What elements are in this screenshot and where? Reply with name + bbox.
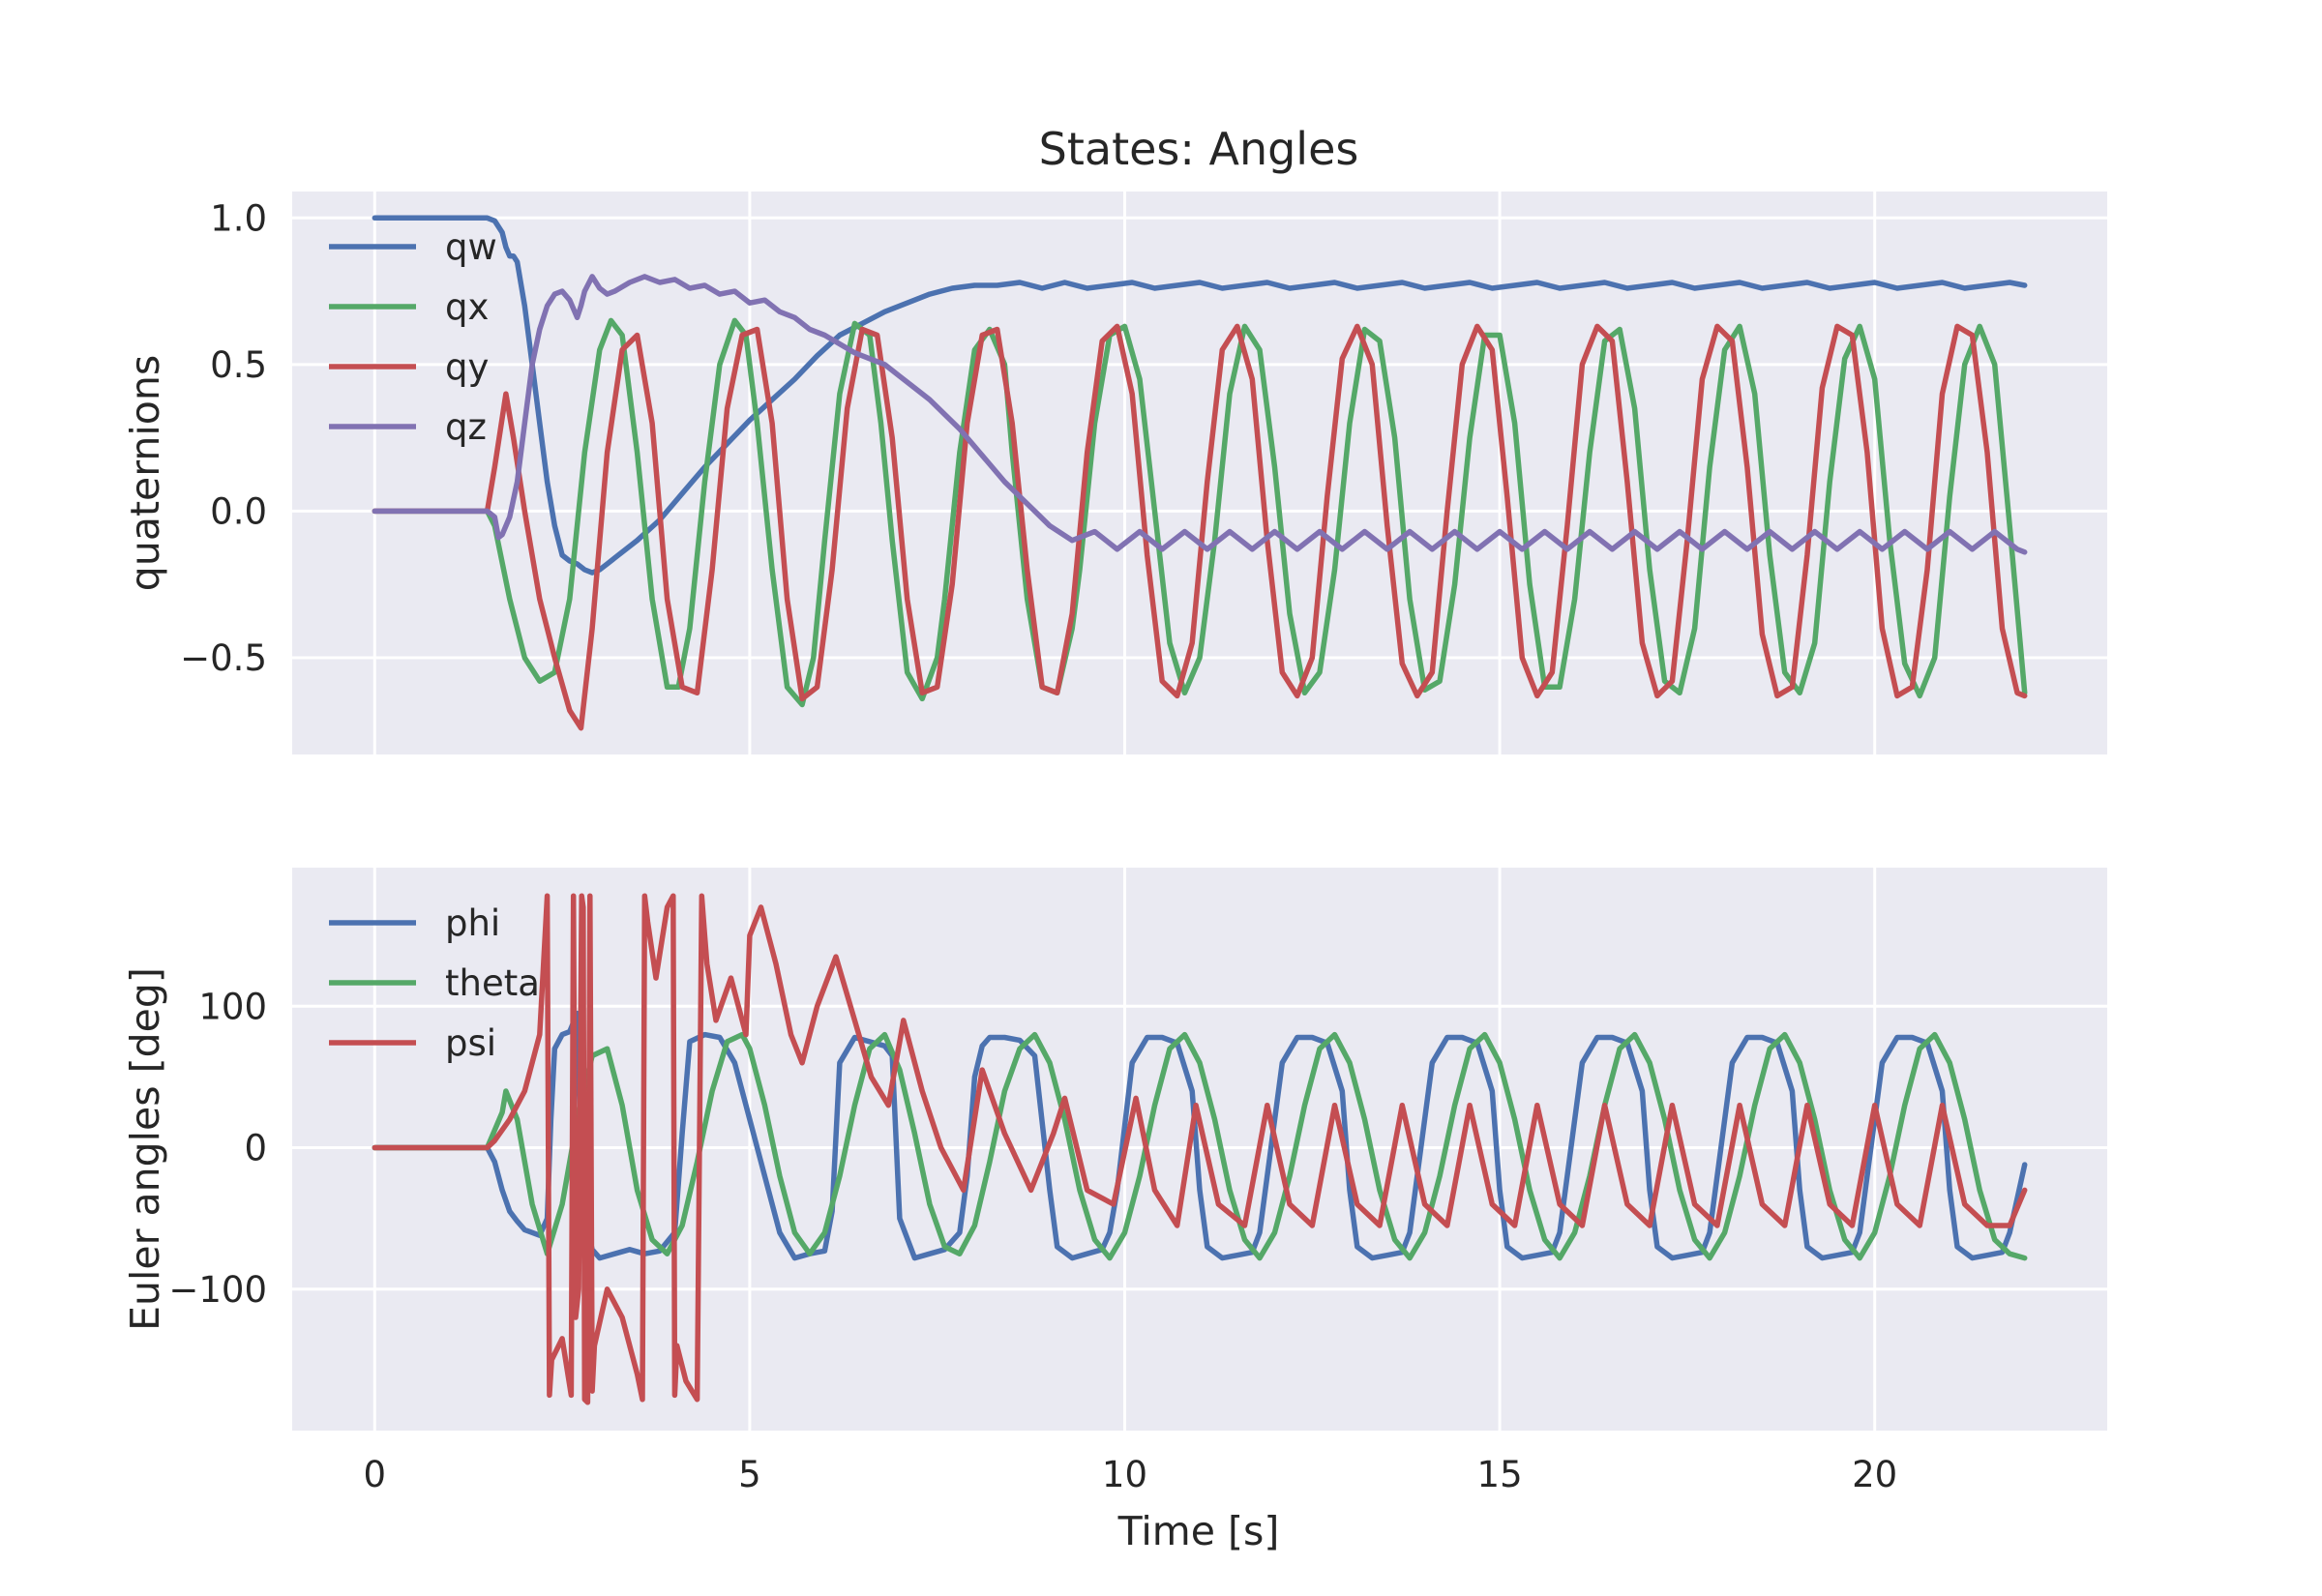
x-tick-label: 20 [1852, 1454, 1897, 1495]
euler-angles-panel: 100 0 −100 0 5 10 15 20 Euler angles [deg] phi the… [122, 868, 2107, 1495]
legend-label-phi: phi [445, 902, 500, 944]
legend-label-qy: qy [445, 346, 489, 388]
series-line-qy [372, 323, 2028, 731]
y-tick-label: 1.0 [210, 197, 267, 239]
series-line-qz [372, 274, 2028, 555]
legend-label-qw: qw [445, 226, 497, 268]
y-tick-label: 0 [244, 1128, 267, 1169]
series-line-theta [372, 1031, 2028, 1261]
y-tick-label: −100 [168, 1269, 267, 1311]
figure-title: States: Angles [1039, 123, 1359, 175]
legend-label-qz: qz [445, 406, 487, 448]
y-axis-label: Euler angles [deg] [122, 967, 168, 1331]
x-tick-label: 0 [363, 1454, 386, 1495]
x-tick-label: 10 [1102, 1454, 1147, 1495]
y-tick-label: −0.5 [180, 637, 267, 679]
y-tick-label: 100 [198, 986, 267, 1027]
y-axis-label: quaternions [122, 355, 168, 591]
x-tick-label: 5 [738, 1454, 761, 1495]
x-tick-label: 15 [1477, 1454, 1523, 1495]
legend-label-qx: qx [445, 286, 489, 328]
quaternions-panel: 1.0 0.5 0.0 −0.5 quaternions qw qx qy qz [122, 192, 2107, 754]
x-axis-label: Time [s] [1117, 1508, 1280, 1554]
legend-label-theta: theta [445, 962, 540, 1004]
series-line-psi [372, 893, 2028, 1405]
legend-label-psi: psi [445, 1022, 496, 1064]
series-line-qw [372, 215, 2028, 576]
plot-background [292, 192, 2107, 754]
y-tick-label: 0.0 [210, 490, 267, 532]
series-line-phi [372, 1010, 2028, 1261]
y-tick-label: 0.5 [210, 344, 267, 386]
